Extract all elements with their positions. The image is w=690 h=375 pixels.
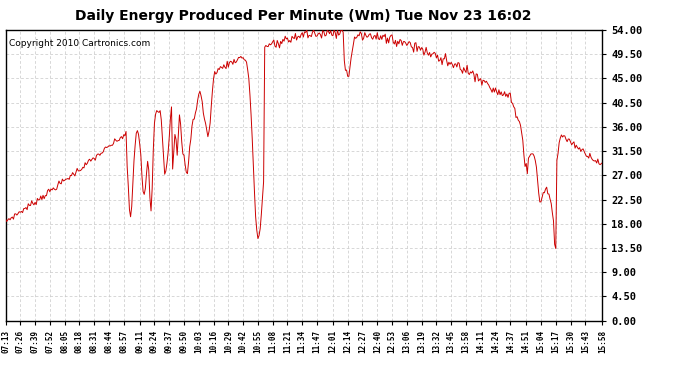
Text: Copyright 2010 Cartronics.com: Copyright 2010 Cartronics.com bbox=[8, 39, 150, 48]
Text: Daily Energy Produced Per Minute (Wm) Tue Nov 23 16:02: Daily Energy Produced Per Minute (Wm) Tu… bbox=[75, 9, 532, 23]
